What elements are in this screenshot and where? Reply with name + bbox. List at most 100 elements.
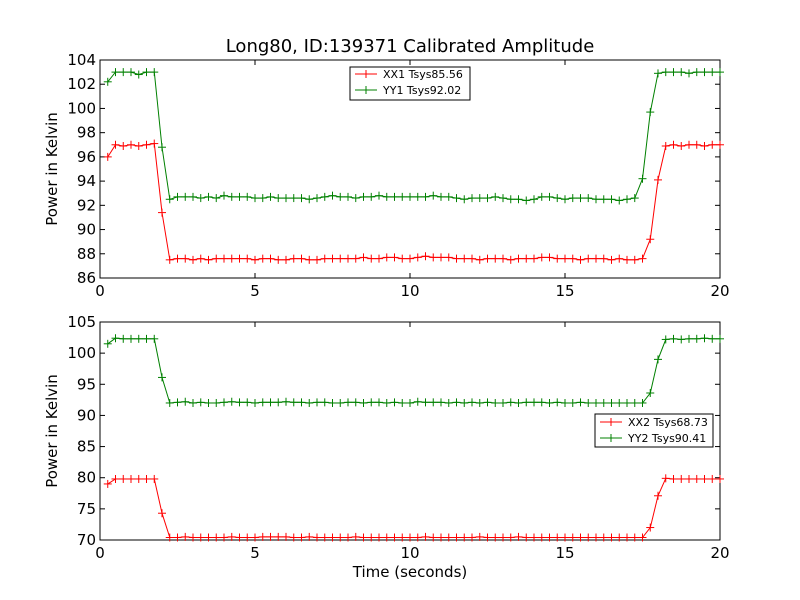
data-point (134, 70, 143, 79)
data-point (530, 195, 538, 204)
data-point (142, 334, 151, 343)
data-point (522, 196, 531, 205)
data-point (429, 191, 438, 200)
data-point (351, 532, 360, 541)
data-point (196, 398, 205, 407)
data-point (406, 254, 414, 263)
data-point (584, 194, 593, 203)
data-point (375, 191, 383, 200)
data-point (336, 254, 345, 263)
data-point (227, 397, 236, 406)
data-point (437, 398, 445, 407)
data-point (158, 509, 166, 518)
data-point (328, 398, 337, 407)
data-point (305, 195, 314, 204)
data-point (258, 398, 267, 407)
data-point (142, 474, 151, 483)
data-point (142, 140, 151, 149)
data-point (204, 255, 213, 264)
data-point (359, 398, 368, 407)
data-point (623, 195, 631, 204)
data-point (274, 194, 283, 203)
data-point (266, 192, 275, 201)
data-point (452, 398, 461, 407)
data-point (398, 192, 407, 201)
data-point (483, 533, 492, 542)
data-point (274, 398, 283, 407)
y-tick-label: 100 (67, 99, 96, 117)
data-point (630, 398, 639, 407)
data-point (506, 195, 515, 204)
data-point (716, 140, 724, 149)
bottom-legend-label-yy2: YY2 Tsys90.41 (627, 432, 706, 445)
data-point (212, 254, 221, 263)
data-point (669, 474, 678, 483)
data-point (692, 334, 701, 343)
data-point (716, 68, 724, 77)
data-point (638, 533, 647, 542)
data-point (545, 533, 554, 542)
top-legend-label-xx1: XX1 Tsys85.56 (383, 68, 463, 81)
data-point (716, 474, 724, 483)
data-point (150, 334, 159, 343)
data-point (623, 255, 631, 264)
data-point (382, 253, 391, 262)
bottom-plot-legend: XX2 Tsys68.73 YY2 Tsys90.41 (594, 413, 714, 448)
data-point (444, 533, 453, 542)
data-point (669, 334, 678, 343)
data-point (297, 533, 306, 542)
data-point (669, 68, 678, 77)
data-point (413, 533, 422, 542)
bottom-legend-box (594, 413, 714, 448)
data-point (367, 192, 376, 201)
data-point (181, 397, 190, 406)
x-tick-label: 15 (555, 282, 574, 300)
data-point (173, 192, 182, 201)
bottom-plot-x-ticks: 0 5 10 15 20 (95, 322, 730, 562)
data-point (553, 398, 562, 407)
data-point (677, 335, 686, 344)
data-point (553, 533, 562, 542)
data-point (475, 398, 484, 407)
data-point (607, 398, 616, 407)
data-point (685, 334, 693, 343)
data-point (708, 474, 717, 483)
data-point (630, 533, 639, 542)
data-point (328, 191, 337, 200)
y-tick-label: 100 (67, 344, 96, 362)
bottom-plot-x-label: Time (seconds) (352, 563, 468, 581)
data-point (313, 398, 321, 407)
data-point (460, 254, 469, 263)
data-point (530, 398, 538, 407)
data-point (282, 397, 290, 406)
data-point (220, 254, 228, 263)
data-point (506, 255, 515, 264)
data-point (351, 194, 360, 203)
data-point (499, 194, 507, 203)
data-point (127, 474, 135, 483)
data-point (561, 254, 569, 263)
data-point (165, 398, 174, 407)
data-point (514, 195, 523, 204)
data-point (530, 254, 538, 263)
data-point (367, 533, 376, 542)
data-point (127, 334, 135, 343)
bottom-plot-series (103, 334, 724, 542)
data-point (592, 195, 600, 204)
data-point (398, 533, 407, 542)
data-point (313, 533, 321, 542)
data-point (413, 397, 422, 406)
data-point (111, 334, 120, 343)
data-point (475, 532, 484, 541)
y-tick-label: 86 (77, 269, 96, 287)
data-point (189, 192, 197, 201)
data-point (305, 398, 314, 407)
data-point (413, 253, 422, 262)
chart-title: Long80, ID:139371 Calibrated Amplitude (226, 36, 595, 57)
data-point (150, 474, 159, 483)
bottom-legend-label-xx2: XX2 Tsys68.73 (628, 416, 708, 429)
top-legend-box (349, 66, 471, 101)
data-point (514, 398, 523, 407)
data-point (568, 194, 577, 203)
data-point (297, 254, 306, 263)
